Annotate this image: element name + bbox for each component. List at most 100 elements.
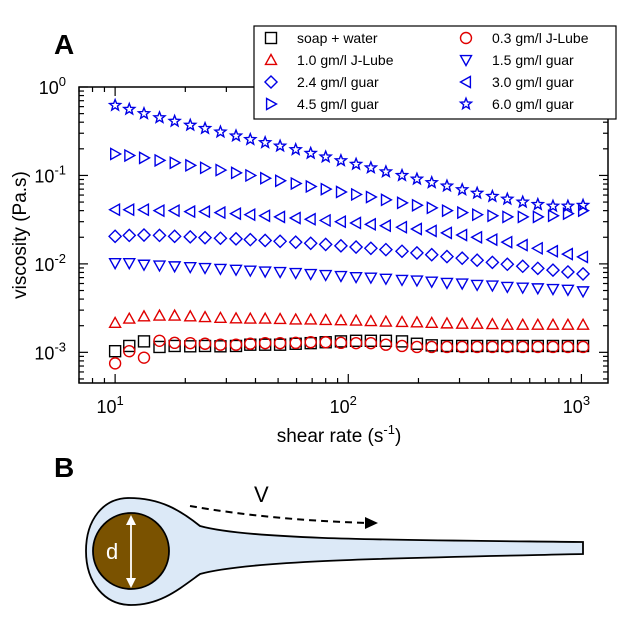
data-point xyxy=(183,309,197,322)
data-point xyxy=(576,317,590,330)
legend-entry: 0.3 gm/l J-Lube xyxy=(459,30,589,46)
data-point xyxy=(184,340,197,353)
series-1 xyxy=(108,334,590,370)
data-point xyxy=(303,212,316,226)
data-point xyxy=(289,336,302,350)
legend-marker xyxy=(459,75,472,89)
data-point xyxy=(333,238,348,253)
data-point xyxy=(334,313,348,326)
data-point xyxy=(123,344,136,358)
data-point xyxy=(258,233,273,248)
data-point xyxy=(305,179,318,194)
diameter-label: d xyxy=(106,539,118,564)
data-point xyxy=(245,168,258,183)
data-point xyxy=(530,261,545,276)
data-point xyxy=(500,281,515,294)
legend-entries: soap + water 0.3 gm/l J-Lube 1.0 gm/l J-Lu… xyxy=(263,30,589,112)
legend-entry: 1.5 gm/l guar xyxy=(459,52,574,68)
data-point xyxy=(485,232,498,247)
data-point xyxy=(333,214,347,229)
data-point xyxy=(487,209,500,223)
data-point xyxy=(349,271,363,284)
data-point xyxy=(440,277,454,290)
data-point xyxy=(439,178,455,193)
data-point xyxy=(318,237,333,252)
data-point xyxy=(576,340,590,354)
data-point xyxy=(320,182,333,196)
data-point xyxy=(214,338,227,351)
y-tick-label: 100 xyxy=(39,74,66,98)
data-point xyxy=(561,340,575,354)
data-point xyxy=(213,263,228,276)
legend-entry: 6.0 gm/l guar xyxy=(458,96,574,112)
legend-entry: soap + water xyxy=(264,30,378,46)
data-point xyxy=(364,336,378,350)
data-point xyxy=(243,265,257,278)
data-point xyxy=(470,340,484,354)
data-point xyxy=(153,340,166,354)
data-point xyxy=(531,317,545,330)
data-point xyxy=(215,163,228,177)
data-point xyxy=(424,174,440,189)
data-point xyxy=(230,166,243,180)
data-point xyxy=(409,222,423,236)
data-point xyxy=(395,274,409,287)
data-point xyxy=(288,141,304,156)
data-point xyxy=(136,105,152,120)
series-7 xyxy=(107,97,591,213)
data-point xyxy=(455,228,468,242)
data-point xyxy=(472,207,485,222)
data-point xyxy=(441,203,454,218)
data-point xyxy=(516,282,530,295)
data-point xyxy=(516,340,529,354)
y-axis-label: viscosity (Pa.s) xyxy=(10,171,31,299)
data-point xyxy=(273,312,287,325)
tick-labels: 101 102 103 10-3 10-2 10-1 100 xyxy=(34,74,590,417)
data-point xyxy=(152,260,167,273)
data-point xyxy=(152,109,167,124)
data-point xyxy=(154,153,167,168)
data-point xyxy=(440,340,454,354)
data-point xyxy=(426,201,439,215)
data-point xyxy=(152,308,167,321)
series-4 xyxy=(108,227,591,281)
data-point xyxy=(454,181,470,196)
data-point xyxy=(425,276,439,289)
data-point xyxy=(137,309,151,322)
data-point xyxy=(124,148,137,163)
data-point xyxy=(184,336,197,350)
data-point xyxy=(167,229,182,244)
data-point xyxy=(546,283,560,296)
data-point xyxy=(576,286,590,299)
panel-a-label: A xyxy=(54,29,74,60)
data-point xyxy=(455,340,469,354)
data-point xyxy=(288,235,303,250)
data-point xyxy=(470,279,484,292)
data-point xyxy=(108,258,122,271)
data-point xyxy=(198,337,212,350)
data-point xyxy=(121,101,137,116)
data-point xyxy=(576,250,589,264)
x-tick-label: 102 xyxy=(330,393,357,417)
data-point xyxy=(349,240,364,255)
data-point xyxy=(440,316,454,329)
velocity-arrow xyxy=(189,505,378,529)
data-point xyxy=(167,308,182,321)
data-point xyxy=(108,357,122,370)
data-point xyxy=(499,191,515,206)
data-point xyxy=(197,120,213,135)
x-tick-label: 103 xyxy=(563,393,590,417)
data-point xyxy=(380,193,393,207)
data-point xyxy=(531,283,545,296)
data-point xyxy=(107,97,123,112)
legend-marker xyxy=(458,96,474,111)
data-point xyxy=(183,261,197,275)
data-point xyxy=(363,217,376,232)
data-point xyxy=(364,314,378,327)
data-point xyxy=(123,339,136,353)
legend-entry: 1.0 gm/l J-Lube xyxy=(264,52,394,68)
data-point xyxy=(213,124,228,139)
data-point xyxy=(318,269,333,282)
data-point xyxy=(485,255,500,270)
data-point xyxy=(318,313,333,326)
